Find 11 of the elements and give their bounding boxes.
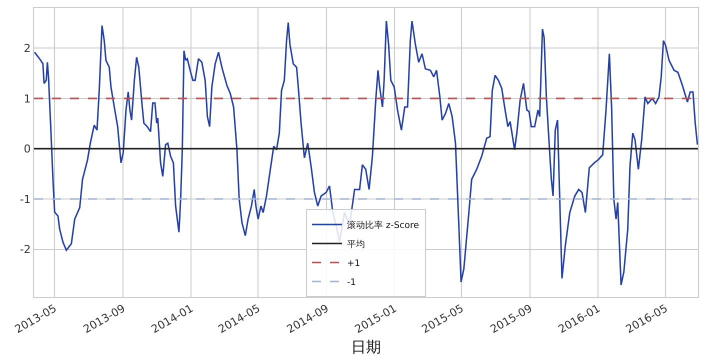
legend-label: 滚动比率 z-Score	[347, 220, 420, 232]
line-series	[34, 20, 698, 286]
legend-label: +1	[347, 259, 360, 270]
y-tick-label: 2	[24, 42, 31, 56]
legend-label: -1	[347, 278, 356, 288]
legend-label: 平均	[347, 239, 365, 250]
y-tick-label: 0	[24, 142, 31, 156]
x-axis-title: 日期	[351, 338, 381, 356]
y-tick-label: -1	[20, 192, 31, 206]
y-tick-label: -2	[20, 243, 31, 256]
y-tick-label: 1	[24, 92, 31, 106]
